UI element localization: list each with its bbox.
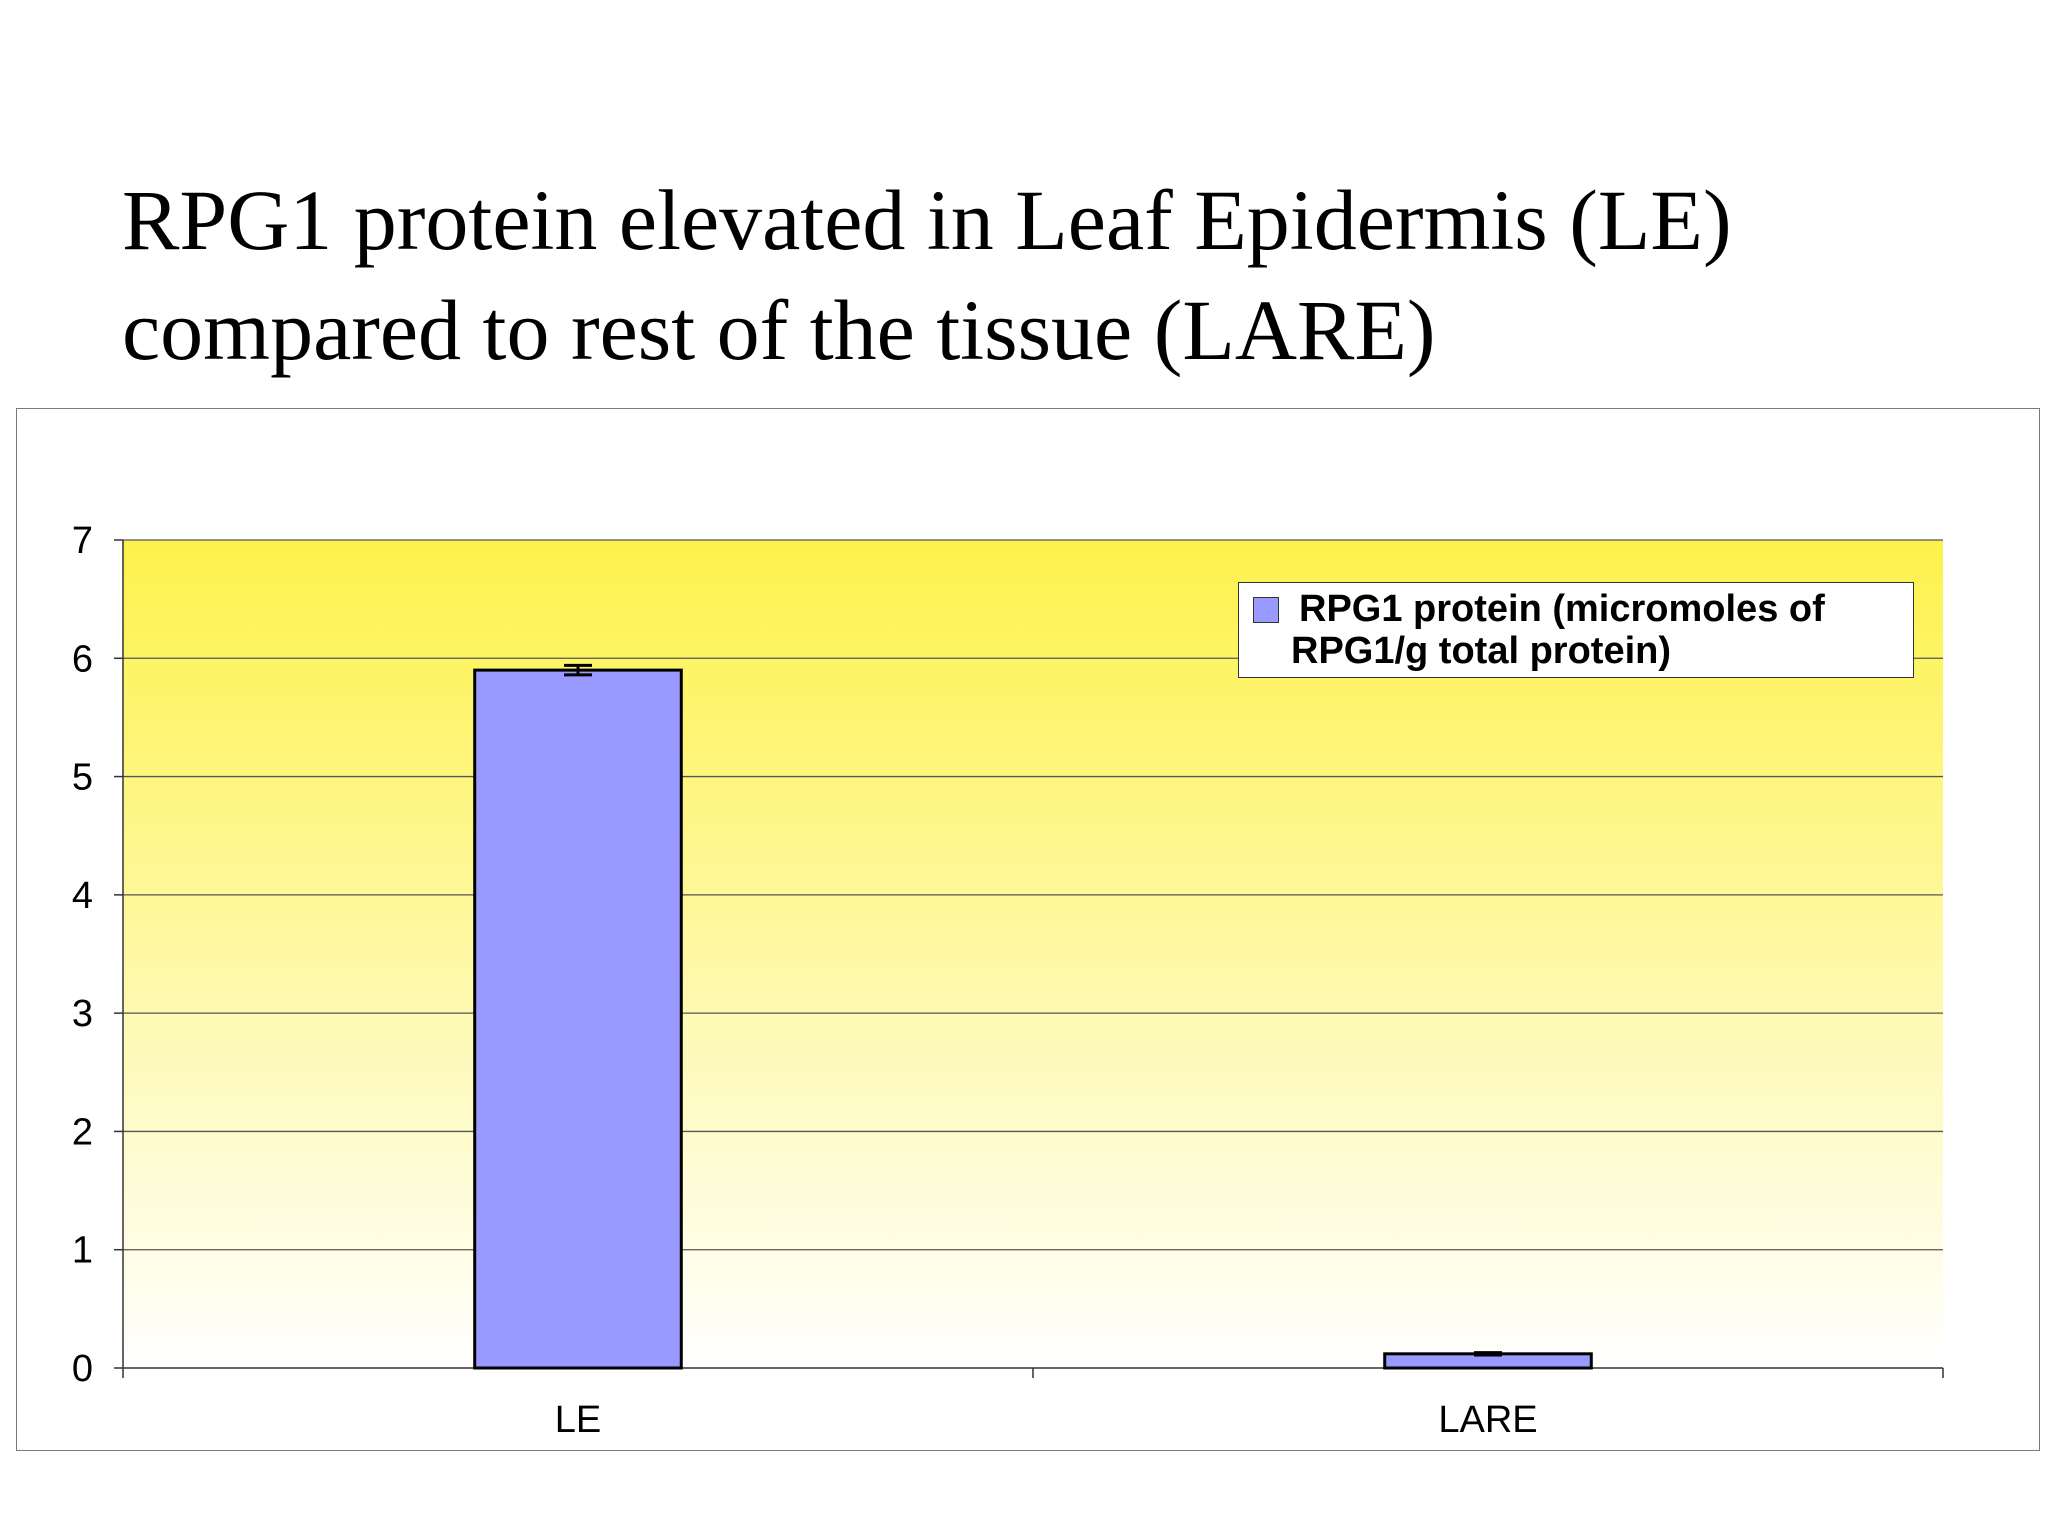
slide-title-line-1: RPG1 protein elevated in Leaf Epidermis … xyxy=(122,172,1732,268)
y-tick-label: 4 xyxy=(72,875,93,917)
slide-title-line-2: compared to rest of the tissue (LARE) xyxy=(122,282,1436,378)
y-tick-label: 3 xyxy=(72,993,93,1035)
y-tick-label: 1 xyxy=(72,1230,93,1272)
axes xyxy=(114,539,1944,1378)
tick-labels: 0 1 2 3 4 5 6 7 LE LARE xyxy=(72,520,1538,1441)
chart-legend: RPG1 protein (micromoles of RPG1/g total… xyxy=(1238,582,1914,678)
legend-label: RPG1 protein (micromoles of RPG1/g total… xyxy=(1291,588,1825,672)
x-tick-label-le: LE xyxy=(555,1399,601,1441)
y-tick-label: 6 xyxy=(72,638,93,680)
plot-background xyxy=(123,540,1943,1368)
y-tick-label: 0 xyxy=(72,1348,93,1390)
legend-swatch xyxy=(1253,597,1279,623)
y-tick-label: 2 xyxy=(72,1111,93,1153)
slide-title: RPG1 protein elevated in Leaf Epidermis … xyxy=(122,165,1922,385)
gridlines xyxy=(123,539,1943,1251)
bars xyxy=(473,663,1593,1370)
y-tick-label: 7 xyxy=(72,520,93,562)
y-tick-label: 5 xyxy=(72,757,93,799)
x-tick-label-lare: LARE xyxy=(1438,1399,1537,1441)
bar-le xyxy=(473,668,683,1370)
